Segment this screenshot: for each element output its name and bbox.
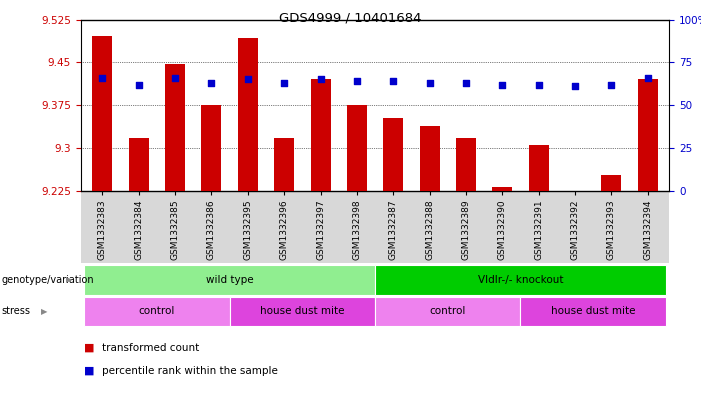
Bar bbox=[129, 138, 149, 191]
Bar bbox=[274, 138, 294, 191]
Bar bbox=[201, 105, 222, 191]
Point bbox=[351, 78, 362, 84]
Bar bbox=[238, 39, 258, 191]
Bar bbox=[93, 36, 112, 191]
Bar bbox=[420, 126, 440, 191]
Point bbox=[388, 78, 399, 84]
Text: stress: stress bbox=[1, 307, 30, 316]
Point bbox=[424, 80, 435, 86]
Text: ▶: ▶ bbox=[41, 307, 47, 316]
Text: control: control bbox=[139, 307, 175, 316]
Bar bbox=[601, 174, 621, 191]
Text: wild type: wild type bbox=[206, 275, 254, 285]
Point bbox=[569, 83, 580, 90]
Text: genotype/variation: genotype/variation bbox=[1, 275, 94, 285]
Bar bbox=[638, 79, 658, 191]
Text: house dust mite: house dust mite bbox=[260, 307, 345, 316]
Text: ■: ■ bbox=[84, 365, 95, 376]
Text: percentile rank within the sample: percentile rank within the sample bbox=[102, 365, 278, 376]
Point bbox=[243, 76, 254, 83]
Point bbox=[170, 75, 181, 81]
Point bbox=[496, 81, 508, 88]
Bar bbox=[347, 105, 367, 191]
Text: ■: ■ bbox=[84, 343, 95, 353]
Bar bbox=[492, 187, 512, 191]
Point bbox=[133, 81, 144, 88]
Point bbox=[533, 81, 544, 88]
Point bbox=[461, 80, 472, 86]
Text: GDS4999 / 10401684: GDS4999 / 10401684 bbox=[279, 12, 422, 25]
Point bbox=[606, 81, 617, 88]
Text: ▶: ▶ bbox=[66, 275, 72, 285]
Text: Vldlr-/- knockout: Vldlr-/- knockout bbox=[477, 275, 563, 285]
Bar bbox=[456, 138, 476, 191]
Point bbox=[278, 80, 290, 86]
Bar bbox=[311, 79, 330, 191]
Bar bbox=[383, 118, 403, 191]
Bar bbox=[565, 191, 585, 195]
Bar bbox=[165, 64, 185, 191]
Text: transformed count: transformed count bbox=[102, 343, 199, 353]
Point bbox=[642, 75, 653, 81]
Text: control: control bbox=[430, 307, 466, 316]
Point bbox=[206, 80, 217, 86]
Point bbox=[315, 76, 326, 83]
Point bbox=[97, 75, 108, 81]
Bar bbox=[529, 145, 549, 191]
Text: house dust mite: house dust mite bbox=[551, 307, 635, 316]
